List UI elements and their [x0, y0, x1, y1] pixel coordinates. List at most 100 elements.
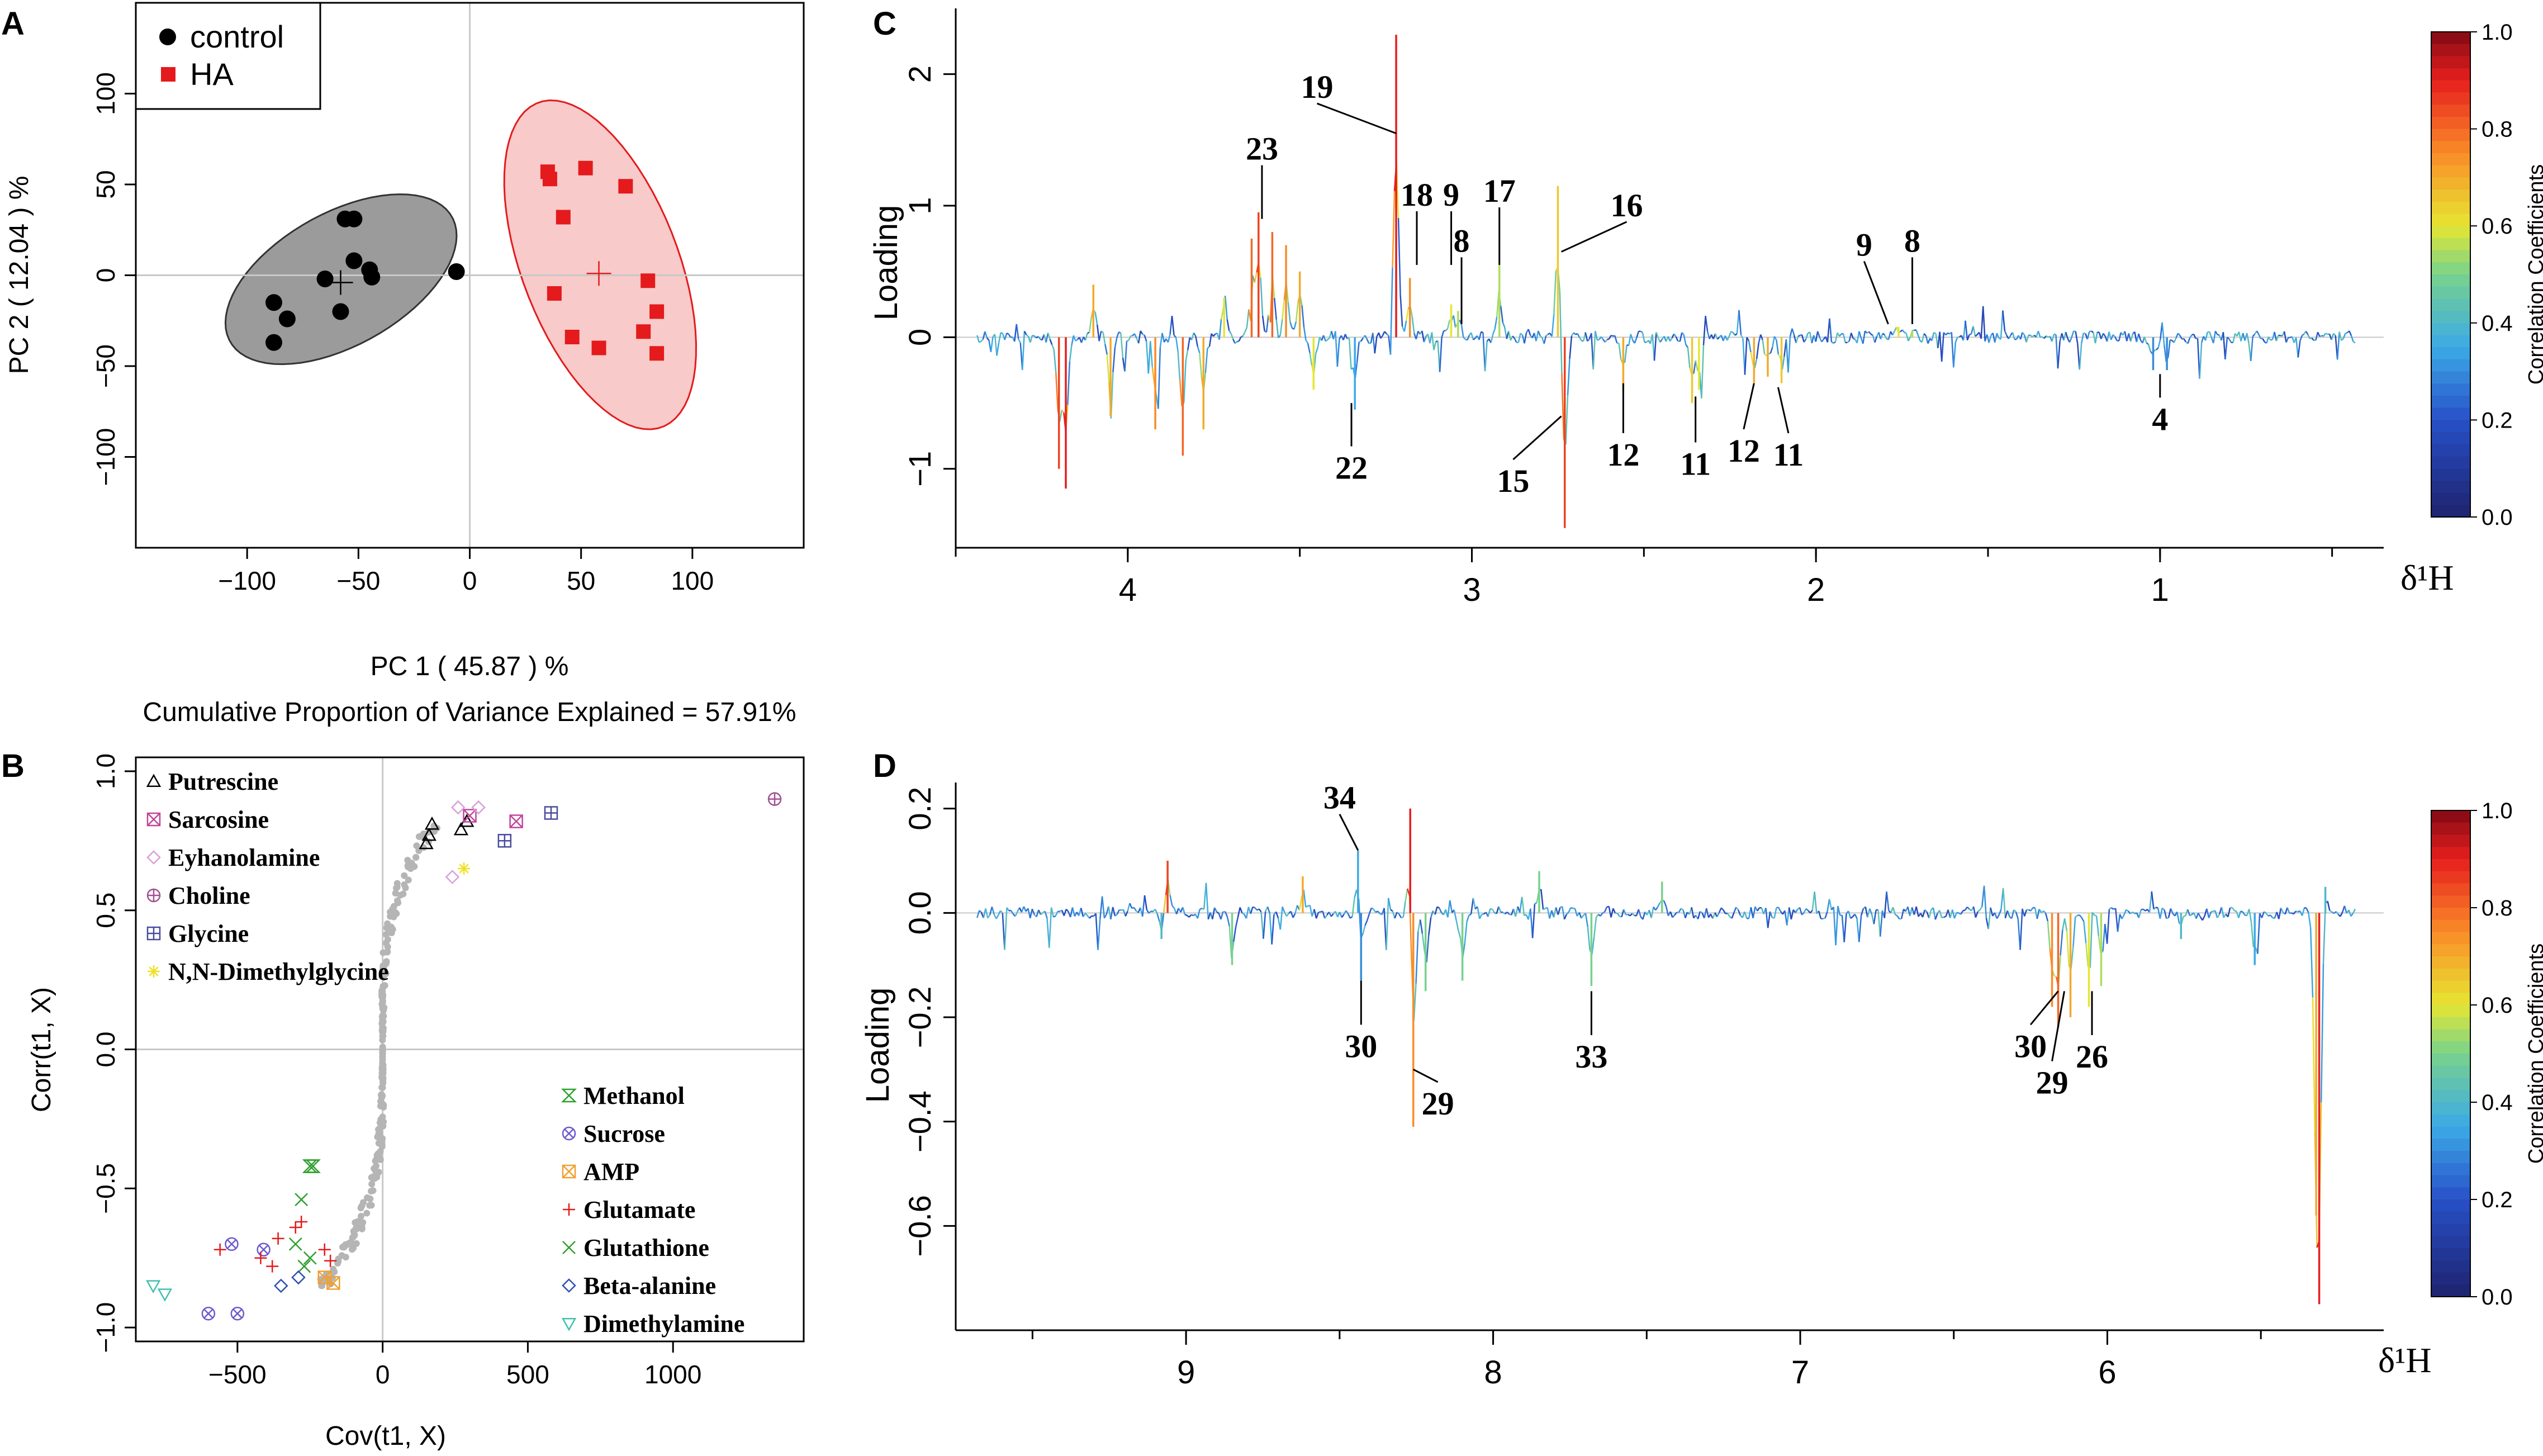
spectrum-segment — [1163, 895, 1167, 914]
spectrum-segment — [2095, 916, 2100, 936]
spectrum-segment — [1466, 915, 1470, 922]
spectrum-segment — [1748, 907, 1752, 919]
spectrum-segment — [2025, 335, 2029, 343]
point-ha — [578, 160, 593, 176]
spectrum-segment — [2257, 913, 2261, 954]
spectrum-segment — [1282, 300, 1285, 320]
spectrum-segment — [1237, 340, 1240, 343]
spectrum-segment — [2342, 333, 2346, 339]
spectrum-segment — [1098, 331, 1102, 342]
grey-variable-point — [330, 1268, 338, 1275]
spectrum-segment — [1600, 336, 1604, 340]
grey-variable-point — [378, 973, 386, 980]
spectrum-segment — [2301, 907, 2305, 916]
spectrum-segment — [1928, 909, 1932, 919]
spectrum-segment — [1204, 348, 1208, 373]
spectrum-segment — [1663, 900, 1667, 907]
spectrum-segment — [1817, 331, 1820, 338]
panel-c-xlabel: δ¹H — [2400, 558, 2454, 597]
colorbar-swatch — [2431, 226, 2470, 239]
spectrum-segment — [2081, 333, 2085, 343]
legend-marker — [562, 1241, 576, 1254]
spectrum-segment — [1371, 907, 1374, 910]
colorbar-tick-label: 0.2 — [2482, 1188, 2513, 1212]
panel-d-xlabel: δ¹H — [2378, 1340, 2432, 1380]
spectrum-segment — [1941, 332, 1944, 362]
spectrum-segment — [2221, 907, 2224, 918]
spectrum-segment — [1680, 908, 1684, 911]
legend-symbol-glutamate — [563, 1203, 575, 1216]
spectrum-segment — [1945, 332, 1948, 336]
spectrum-segment — [1244, 327, 1248, 333]
spectrum-segment — [1053, 349, 1057, 372]
legend-symbol-methanol — [561, 1088, 577, 1103]
spectrum-segment — [979, 910, 982, 913]
spectrum-segment — [1728, 331, 1732, 337]
grey-variable-point — [378, 1000, 386, 1008]
panel-a-marks — [136, 3, 804, 548]
spectrum-segment — [1133, 333, 1137, 339]
spectrum-segment — [1477, 906, 1481, 919]
colorbar-swatch — [2431, 480, 2470, 494]
spectrum-segment — [1036, 909, 1040, 917]
spectrum-segment — [1328, 912, 1332, 917]
spectrum-segment — [1290, 911, 1294, 918]
spectrum-segment — [2213, 910, 2215, 912]
spectrum-segment — [1394, 912, 1398, 919]
spectrum-segment — [1399, 295, 1403, 327]
spectrum-segment — [1224, 911, 1228, 917]
spectrum-segment — [1659, 338, 1663, 343]
spectrum-segment — [2175, 333, 2179, 339]
spectrum-segment — [1473, 338, 1476, 340]
spectrum-segment — [1704, 908, 1707, 918]
spectrum-segment — [2183, 338, 2187, 343]
peak-label-4: 4 — [2152, 401, 2168, 437]
marker-glutamate — [324, 1254, 337, 1267]
spectrum-segment — [1089, 915, 1093, 919]
spectrum-segment — [2320, 964, 2324, 1103]
spectrum-segment — [1273, 297, 1277, 320]
spectrum-segment — [1193, 332, 1197, 336]
xtick-label: 3 — [1463, 572, 1481, 608]
grey-variable-point — [350, 1234, 357, 1241]
spectrum-segment — [1494, 316, 1498, 329]
spectrum-segment — [1602, 911, 1605, 914]
spectrum-segment — [1675, 336, 1679, 342]
a-xtick-label: 50 — [567, 566, 595, 595]
spectrum-segment — [1364, 920, 1368, 926]
grey-variable-point — [379, 983, 387, 990]
peak-label-30: 30 — [2014, 1028, 2047, 1064]
spectrum-segment — [1869, 908, 1873, 915]
spectrum-segment — [2000, 310, 2004, 340]
spectrum-segment — [1434, 907, 1438, 915]
spectrum-segment — [984, 331, 988, 338]
marker-sucrose — [257, 1242, 271, 1256]
grey-variable-point — [378, 1119, 386, 1126]
spectrum-segment — [2046, 335, 2049, 338]
spectrum-segment — [1084, 913, 1088, 916]
spectrum-segment — [1868, 331, 1872, 335]
spectrum-segment — [1191, 333, 1195, 340]
a-ytick-label: 100 — [91, 72, 120, 115]
spectrum-segment — [1161, 333, 1165, 343]
colorbar-tick-label: 0.4 — [2482, 311, 2513, 336]
grey-variable-point — [379, 1113, 386, 1121]
panel-b-xlabel: Cov(t1, X) — [325, 1421, 446, 1451]
spectrum-segment — [1683, 334, 1687, 345]
panel-a-ticks: −100 −50 0 50 100 −100 −50 0 50 100 — [91, 72, 714, 595]
spectrum-segment — [2265, 913, 2269, 917]
spectrum-segment — [1879, 910, 1883, 937]
spectrum-segment — [1917, 335, 1921, 342]
spectrum-segment — [2126, 909, 2129, 912]
spectrum-segment — [2217, 913, 2221, 918]
colorbar-swatch — [2431, 932, 2470, 945]
colorbar-swatch — [2431, 956, 2470, 969]
spectrum-segment — [1867, 908, 1871, 918]
spectrum-segment — [1433, 342, 1437, 350]
peak-label-33: 33 — [1575, 1038, 1607, 1075]
spectrum-segment — [1010, 910, 1014, 915]
spectrum-segment — [1988, 335, 1992, 343]
spectrum-segment — [1892, 907, 1896, 915]
